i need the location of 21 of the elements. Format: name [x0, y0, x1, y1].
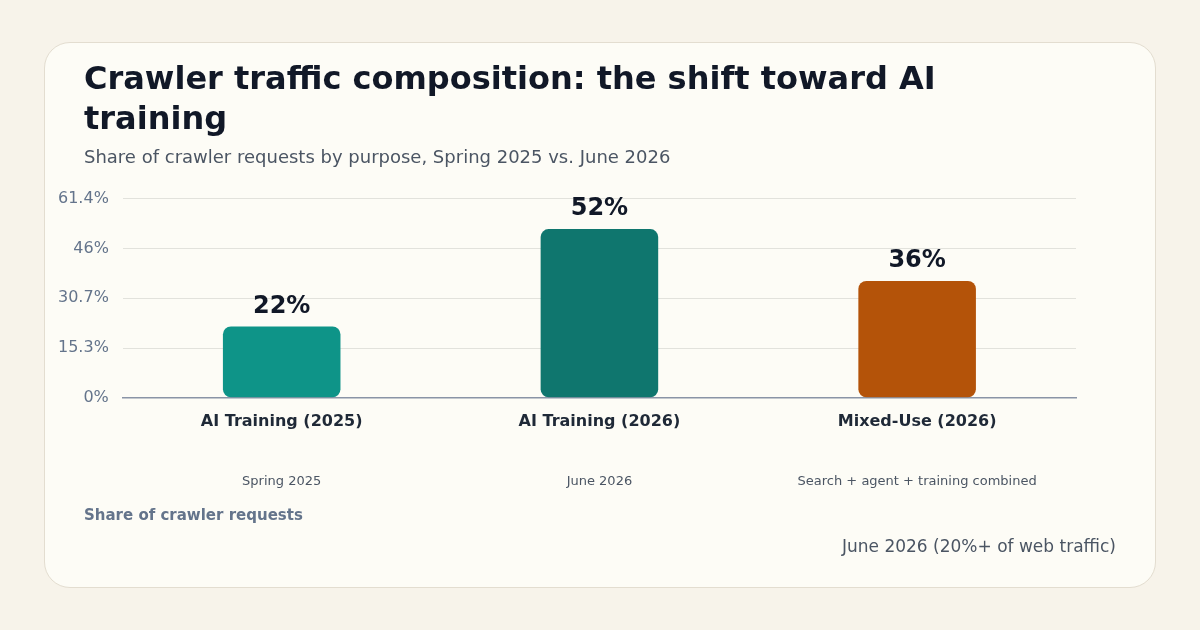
y-tick-label: 46%	[73, 237, 109, 257]
x-tick-label: AI Training (2026)	[518, 410, 681, 430]
y-tick-label: 61.4%	[58, 187, 109, 207]
bar	[540, 229, 659, 398]
data-label: 52%	[570, 193, 629, 222]
chart-subtitle: Share of crawler requests by purpose, Spring 2025 vs. June 2026	[84, 146, 671, 167]
chart-title: Crawler traffic composition: the shift toward AI training	[84, 58, 937, 138]
y-tick-label: 15.3%	[58, 337, 109, 357]
x-tick-label: AI Training (2025)	[200, 410, 363, 430]
data-label: 36%	[888, 245, 946, 274]
y-tick-label: 0%	[83, 386, 109, 406]
bar	[222, 326, 341, 398]
text: Search + agent + training combined	[797, 473, 1037, 489]
bar	[858, 281, 976, 398]
data-label: 22%	[252, 290, 311, 319]
text: June 2026 (20%+ of web traffic)	[842, 536, 1116, 556]
x-tick-label: Mixed-Use (2026)	[837, 410, 997, 430]
text: June 2026	[565, 473, 633, 489]
y-tick-label: 30.7%	[58, 287, 109, 307]
text: Spring 2025	[242, 473, 322, 489]
text: Share of crawler requests	[84, 506, 303, 524]
